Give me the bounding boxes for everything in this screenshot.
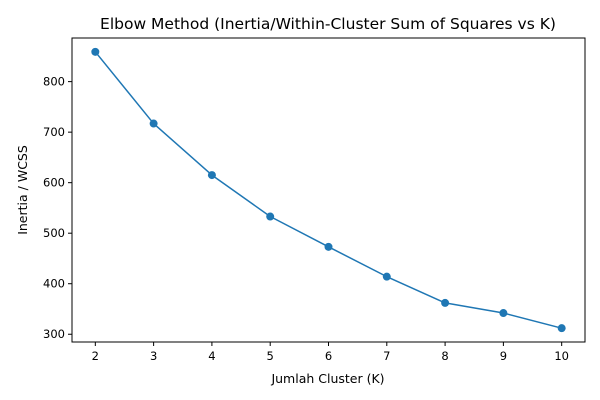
data-point [149, 119, 158, 128]
y-tick-label: 300 [43, 327, 65, 341]
x-tick-label: 3 [150, 349, 157, 363]
x-tick-label: 2 [92, 349, 99, 363]
x-axis-label: Jumlah Cluster (K) [270, 371, 384, 386]
y-axis-ticks: 300 400 500 600 700 800 [43, 75, 72, 341]
y-tick-label: 800 [43, 75, 65, 89]
data-point [382, 272, 391, 281]
y-tick-label: 500 [43, 226, 65, 240]
x-tick-label: 8 [441, 349, 448, 363]
chart-title: Elbow Method (Inertia/Within-Cluster Sum… [100, 15, 556, 33]
x-axis-ticks: 2 3 4 5 6 7 8 9 10 [92, 342, 569, 363]
y-tick-label: 700 [43, 125, 65, 139]
data-point [91, 47, 100, 56]
x-tick-label: 4 [208, 349, 215, 363]
plot-area [71, 37, 586, 343]
y-axis-label: Inertia / WCSS [15, 145, 30, 235]
x-tick-label: 5 [267, 349, 274, 363]
data-point [207, 171, 216, 180]
data-point [499, 309, 508, 318]
series-layer [91, 47, 566, 333]
data-point [557, 324, 566, 333]
x-tick-label: 7 [383, 349, 390, 363]
series-line [94, 51, 562, 329]
y-tick-label: 400 [43, 277, 65, 291]
data-point [266, 212, 275, 221]
data-point [324, 242, 333, 251]
x-tick-label: 9 [500, 349, 507, 363]
x-tick-label: 6 [325, 349, 332, 363]
plot-frame [71, 37, 586, 343]
x-tick-label: 10 [554, 349, 569, 363]
data-point [441, 298, 450, 307]
y-tick-label: 600 [43, 176, 65, 190]
